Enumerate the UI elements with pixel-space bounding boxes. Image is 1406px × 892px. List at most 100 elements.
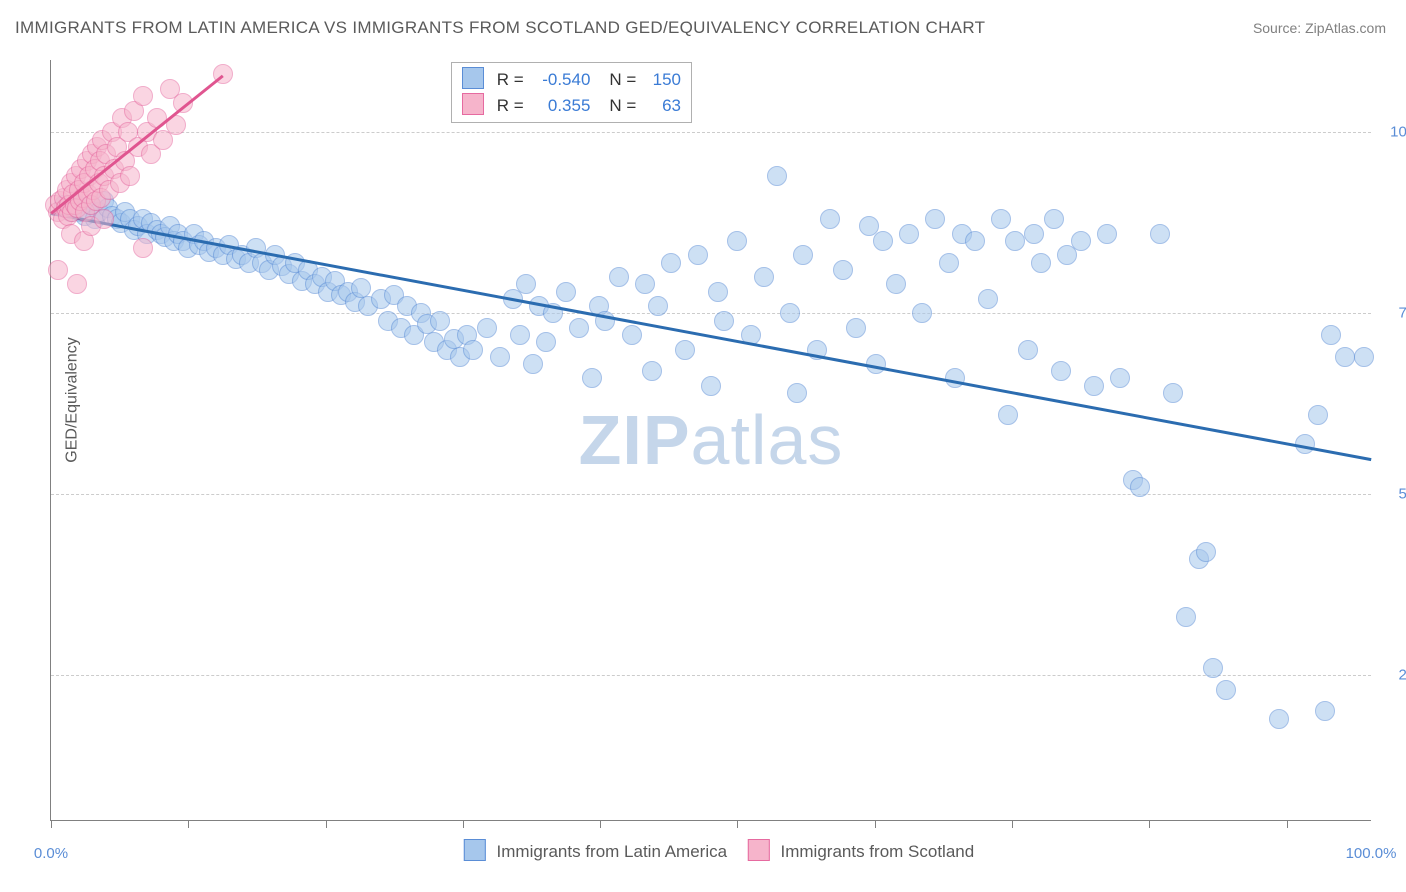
data-point — [714, 311, 734, 331]
data-point — [1163, 383, 1183, 403]
watermark-zip: ZIP — [579, 401, 691, 479]
x-tick — [737, 820, 738, 828]
x-tick — [463, 820, 464, 828]
data-point — [1044, 209, 1064, 229]
data-point — [582, 368, 602, 388]
x-tick — [1012, 820, 1013, 828]
data-point — [430, 311, 450, 331]
data-point — [754, 267, 774, 287]
data-point — [477, 318, 497, 338]
data-point — [1097, 224, 1117, 244]
data-point — [780, 303, 800, 323]
data-point — [1308, 405, 1328, 425]
r-label: R = — [497, 70, 524, 89]
y-tick-label: 75.0% — [1381, 305, 1406, 322]
y-tick-label: 50.0% — [1381, 486, 1406, 503]
data-point — [1269, 709, 1289, 729]
r-value-latin: -0.540 — [528, 67, 590, 93]
legend-label-scotland: Immigrants from Scotland — [781, 842, 975, 861]
chart-title: IMMIGRANTS FROM LATIN AMERICA VS IMMIGRA… — [15, 18, 985, 38]
n-value-scotland: 63 — [641, 93, 681, 119]
data-point — [622, 325, 642, 345]
data-point — [1051, 361, 1071, 381]
data-point — [899, 224, 919, 244]
gridline — [51, 313, 1371, 314]
correlation-legend: R = -0.540 N = 150 R = 0.355 N = 63 — [451, 62, 692, 123]
n-label: N = — [609, 70, 636, 89]
r-value-scotland: 0.355 — [528, 93, 590, 119]
data-point — [998, 405, 1018, 425]
data-point — [1031, 253, 1051, 273]
data-point — [609, 267, 629, 287]
x-tick — [51, 820, 52, 828]
data-point — [1071, 231, 1091, 251]
data-point — [727, 231, 747, 251]
data-point — [1216, 680, 1236, 700]
data-point — [1321, 325, 1341, 345]
data-point — [516, 274, 536, 294]
legend-swatch-latin-bottom — [464, 839, 486, 861]
gridline — [51, 675, 1371, 676]
data-point — [48, 260, 68, 280]
data-point — [886, 274, 906, 294]
data-point — [523, 354, 543, 374]
legend-label-latin: Immigrants from Latin America — [497, 842, 728, 861]
data-point — [1354, 347, 1374, 367]
data-point — [708, 282, 728, 302]
data-point — [463, 340, 483, 360]
legend-swatch-latin — [462, 67, 484, 89]
data-point — [912, 303, 932, 323]
data-point — [1024, 224, 1044, 244]
data-point — [556, 282, 576, 302]
x-tick — [188, 820, 189, 828]
watermark-atlas: atlas — [691, 401, 844, 479]
data-point — [1315, 701, 1335, 721]
data-point — [820, 209, 840, 229]
data-point — [94, 209, 114, 229]
data-point — [67, 274, 87, 294]
data-point — [1196, 542, 1216, 562]
data-point — [767, 166, 787, 186]
gridline — [51, 132, 1371, 133]
data-point — [133, 238, 153, 258]
data-point — [978, 289, 998, 309]
data-point — [701, 376, 721, 396]
legend-swatch-scotland-bottom — [748, 839, 770, 861]
r-label: R = — [497, 96, 524, 115]
source-label: Source: ZipAtlas.com — [1253, 20, 1386, 36]
series-legend: Immigrants from Latin America Immigrants… — [448, 839, 974, 862]
data-point — [536, 332, 556, 352]
data-point — [1130, 477, 1150, 497]
data-point — [1203, 658, 1223, 678]
data-point — [939, 253, 959, 273]
data-point — [1110, 368, 1130, 388]
x-tick-label: 100.0% — [1346, 845, 1397, 862]
data-point — [1018, 340, 1038, 360]
data-point — [510, 325, 530, 345]
watermark: ZIPatlas — [579, 400, 844, 480]
data-point — [635, 274, 655, 294]
data-point — [1176, 607, 1196, 627]
y-tick-label: 100.0% — [1381, 124, 1406, 141]
data-point — [1335, 347, 1355, 367]
x-tick — [1287, 820, 1288, 828]
x-tick-label: 0.0% — [34, 845, 68, 862]
x-tick — [600, 820, 601, 828]
data-point — [351, 278, 371, 298]
data-point — [133, 86, 153, 106]
data-point — [569, 318, 589, 338]
plot-area: ZIPatlas R = -0.540 N = 150 R = 0.355 N … — [50, 60, 1371, 821]
x-tick — [326, 820, 327, 828]
data-point — [1150, 224, 1170, 244]
gridline — [51, 494, 1371, 495]
x-tick — [1149, 820, 1150, 828]
data-point — [675, 340, 695, 360]
data-point — [787, 383, 807, 403]
data-point — [991, 209, 1011, 229]
data-point — [642, 361, 662, 381]
trend-line — [51, 212, 1371, 461]
data-point — [873, 231, 893, 251]
n-value-latin: 150 — [641, 67, 681, 93]
data-point — [661, 253, 681, 273]
legend-row-scotland: R = 0.355 N = 63 — [462, 93, 681, 119]
